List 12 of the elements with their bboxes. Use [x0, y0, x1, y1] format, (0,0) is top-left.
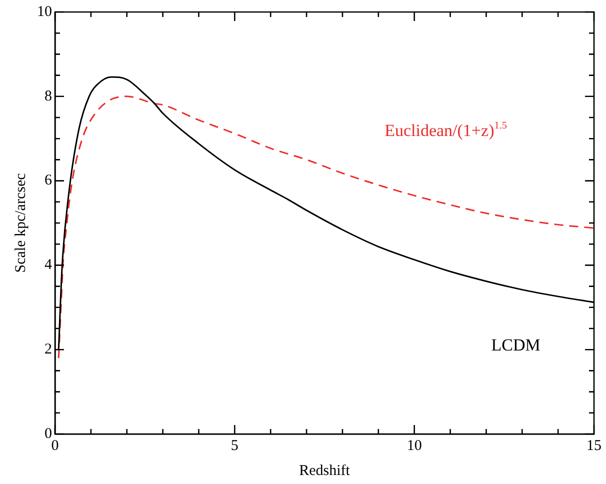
x-tick-label: 15: [586, 438, 602, 454]
y-tick-label: 8: [44, 88, 52, 104]
y-tick-label: 0: [44, 426, 52, 442]
y-tick-label: 4: [44, 257, 52, 274]
x-tick-label: 10: [406, 438, 422, 454]
y-tick-label: 2: [44, 342, 52, 358]
y-axis-title: Scale kpc/arcsec: [12, 172, 29, 273]
text: LCDM: [491, 336, 540, 355]
y-tick-label: 10: [37, 4, 52, 20]
x-axis-title: Redshift: [299, 462, 351, 479]
x-tick-label: 5: [230, 438, 238, 454]
y-tick-label: 6: [44, 172, 52, 189]
